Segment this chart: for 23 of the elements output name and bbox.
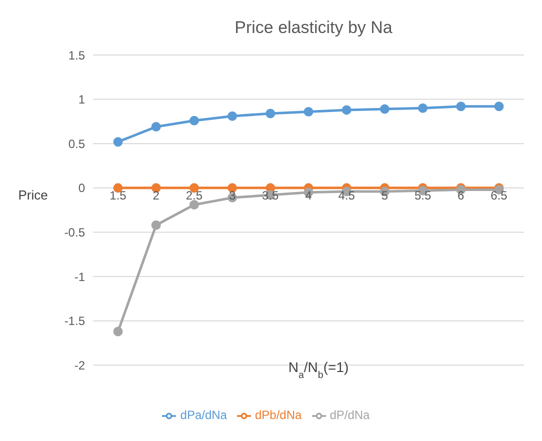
y-tick-label: 0.5 [68,136,86,151]
y-tick-label: -2 [74,358,86,372]
x-tick-label: 4.5 [338,188,356,202]
y-tick-label: 1 [78,92,86,107]
y-tick-label: -0.5 [64,226,86,240]
y-axis-title: Price [18,187,48,202]
legend-label: dPb/dNa [254,408,302,422]
x-tick-label: 2.5 [186,188,203,202]
x-tick-label: 6.5 [490,188,508,202]
y-tick-label: 0 [78,181,86,196]
legend-label: dP/dNa [330,408,370,422]
x-tick-label: 5.5 [414,188,432,202]
y-tick-label: -1.5 [64,314,86,328]
x-tick-label: 3 [228,188,236,202]
x-tick-label: 5 [381,188,388,202]
chart-title: Price elasticity by Na [234,18,393,37]
x-tick-label: 6 [458,188,465,202]
x-axis-title: N$_{a}$/N$_{b}$(=1) [288,359,349,380]
y-tick-label: -1 [74,270,86,284]
legend-label: dPa/dNa [180,408,227,422]
x-tick-label: 2 [152,188,160,202]
y-tick-label: 1.5 [68,48,86,62]
x-tick-label: 1.5 [110,188,127,202]
